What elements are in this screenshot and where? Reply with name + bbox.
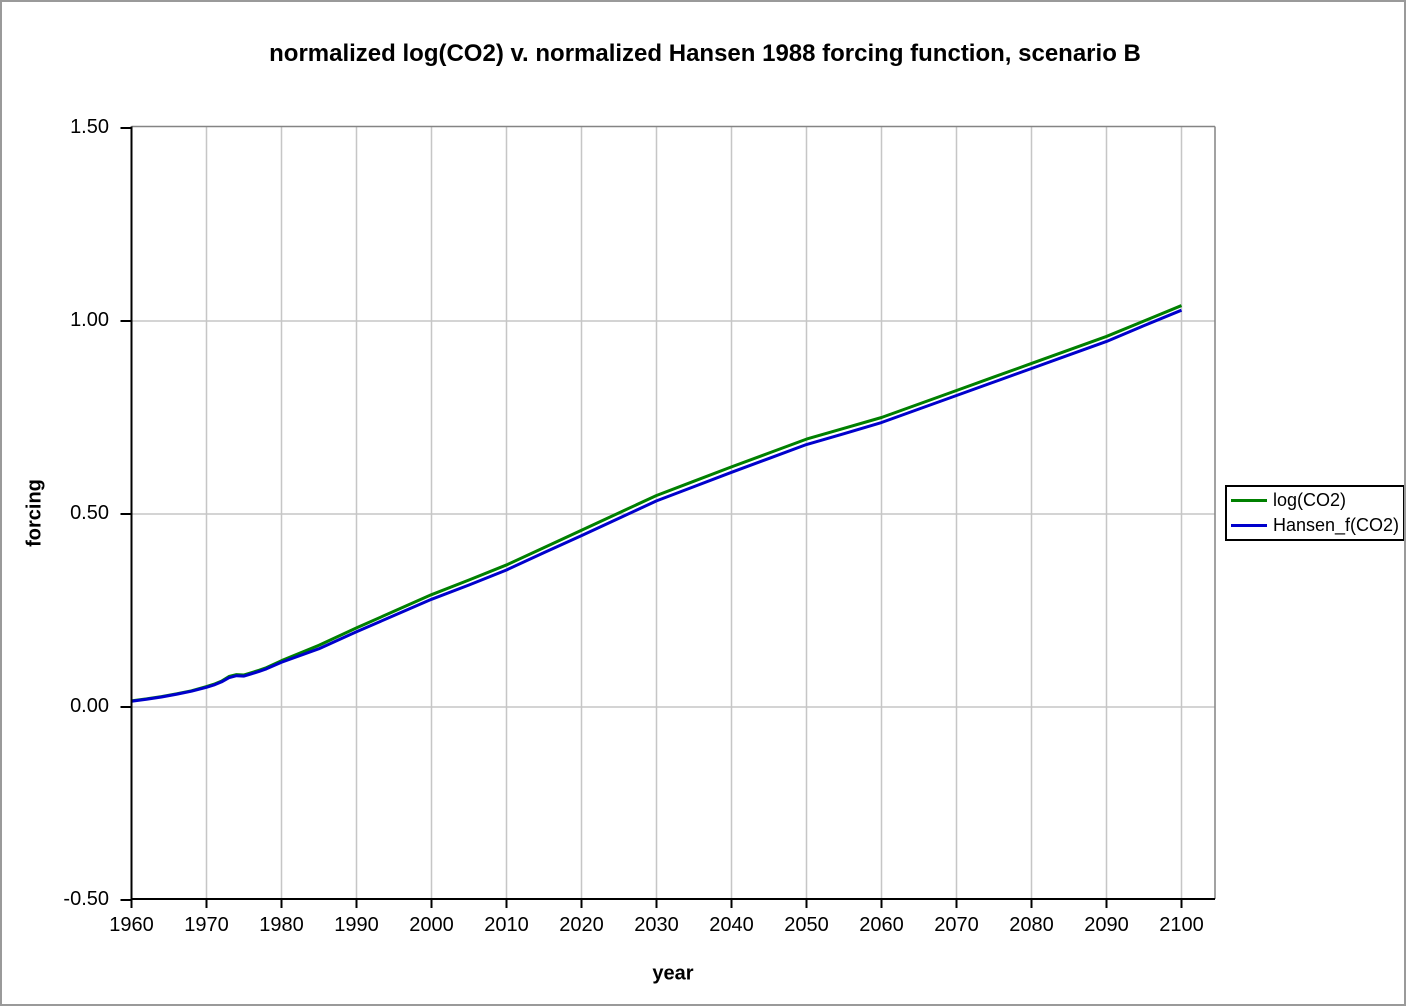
x-tick-label: 2030 (634, 914, 679, 936)
x-tick-label: 1960 (109, 914, 154, 936)
x-tick-label: 2060 (859, 914, 904, 936)
y-tick-label: 0.00 (70, 695, 109, 717)
legend-label: log(CO2) (1273, 490, 1347, 510)
x-tick-label: 2040 (709, 914, 754, 936)
y-tick-label: 1.50 (70, 116, 109, 138)
x-tick-label: 1970 (184, 914, 229, 936)
x-tick-label: 2100 (1159, 914, 1204, 936)
x-tick-label: 2000 (409, 914, 454, 936)
series-line-hansen-f-co2- (131, 308, 1183, 703)
legend-swatch-log-co2 (1231, 499, 1267, 502)
x-tick-label: 2010 (484, 914, 529, 936)
legend: log(CO2) Hansen_f(CO2) (1225, 485, 1404, 541)
legend-label: Hansen_f(CO2) (1273, 515, 1400, 535)
legend-item: Hansen_f(CO2) (1231, 515, 1399, 536)
x-tick-label: 2050 (784, 914, 829, 936)
x-tick-label: 1990 (334, 914, 379, 936)
legend-item: log(CO2) (1231, 490, 1399, 511)
y-tick-label: 0.50 (70, 502, 109, 524)
y-tick-label: 1.00 (70, 309, 109, 331)
y-tick-label: -0.50 (63, 888, 109, 910)
chart-title: normalized log(CO2) v. normalized Hansen… (269, 40, 1141, 67)
x-tick-label: 2070 (934, 914, 979, 936)
x-tick-label: 2080 (1009, 914, 1054, 936)
x-axis-title: year (652, 962, 694, 985)
x-tick-label: 2090 (1084, 914, 1129, 936)
x-tick-label: 2020 (559, 914, 604, 936)
x-tick-label: 1980 (259, 914, 304, 936)
legend-swatch-hansen-f-co2 (1231, 524, 1267, 527)
